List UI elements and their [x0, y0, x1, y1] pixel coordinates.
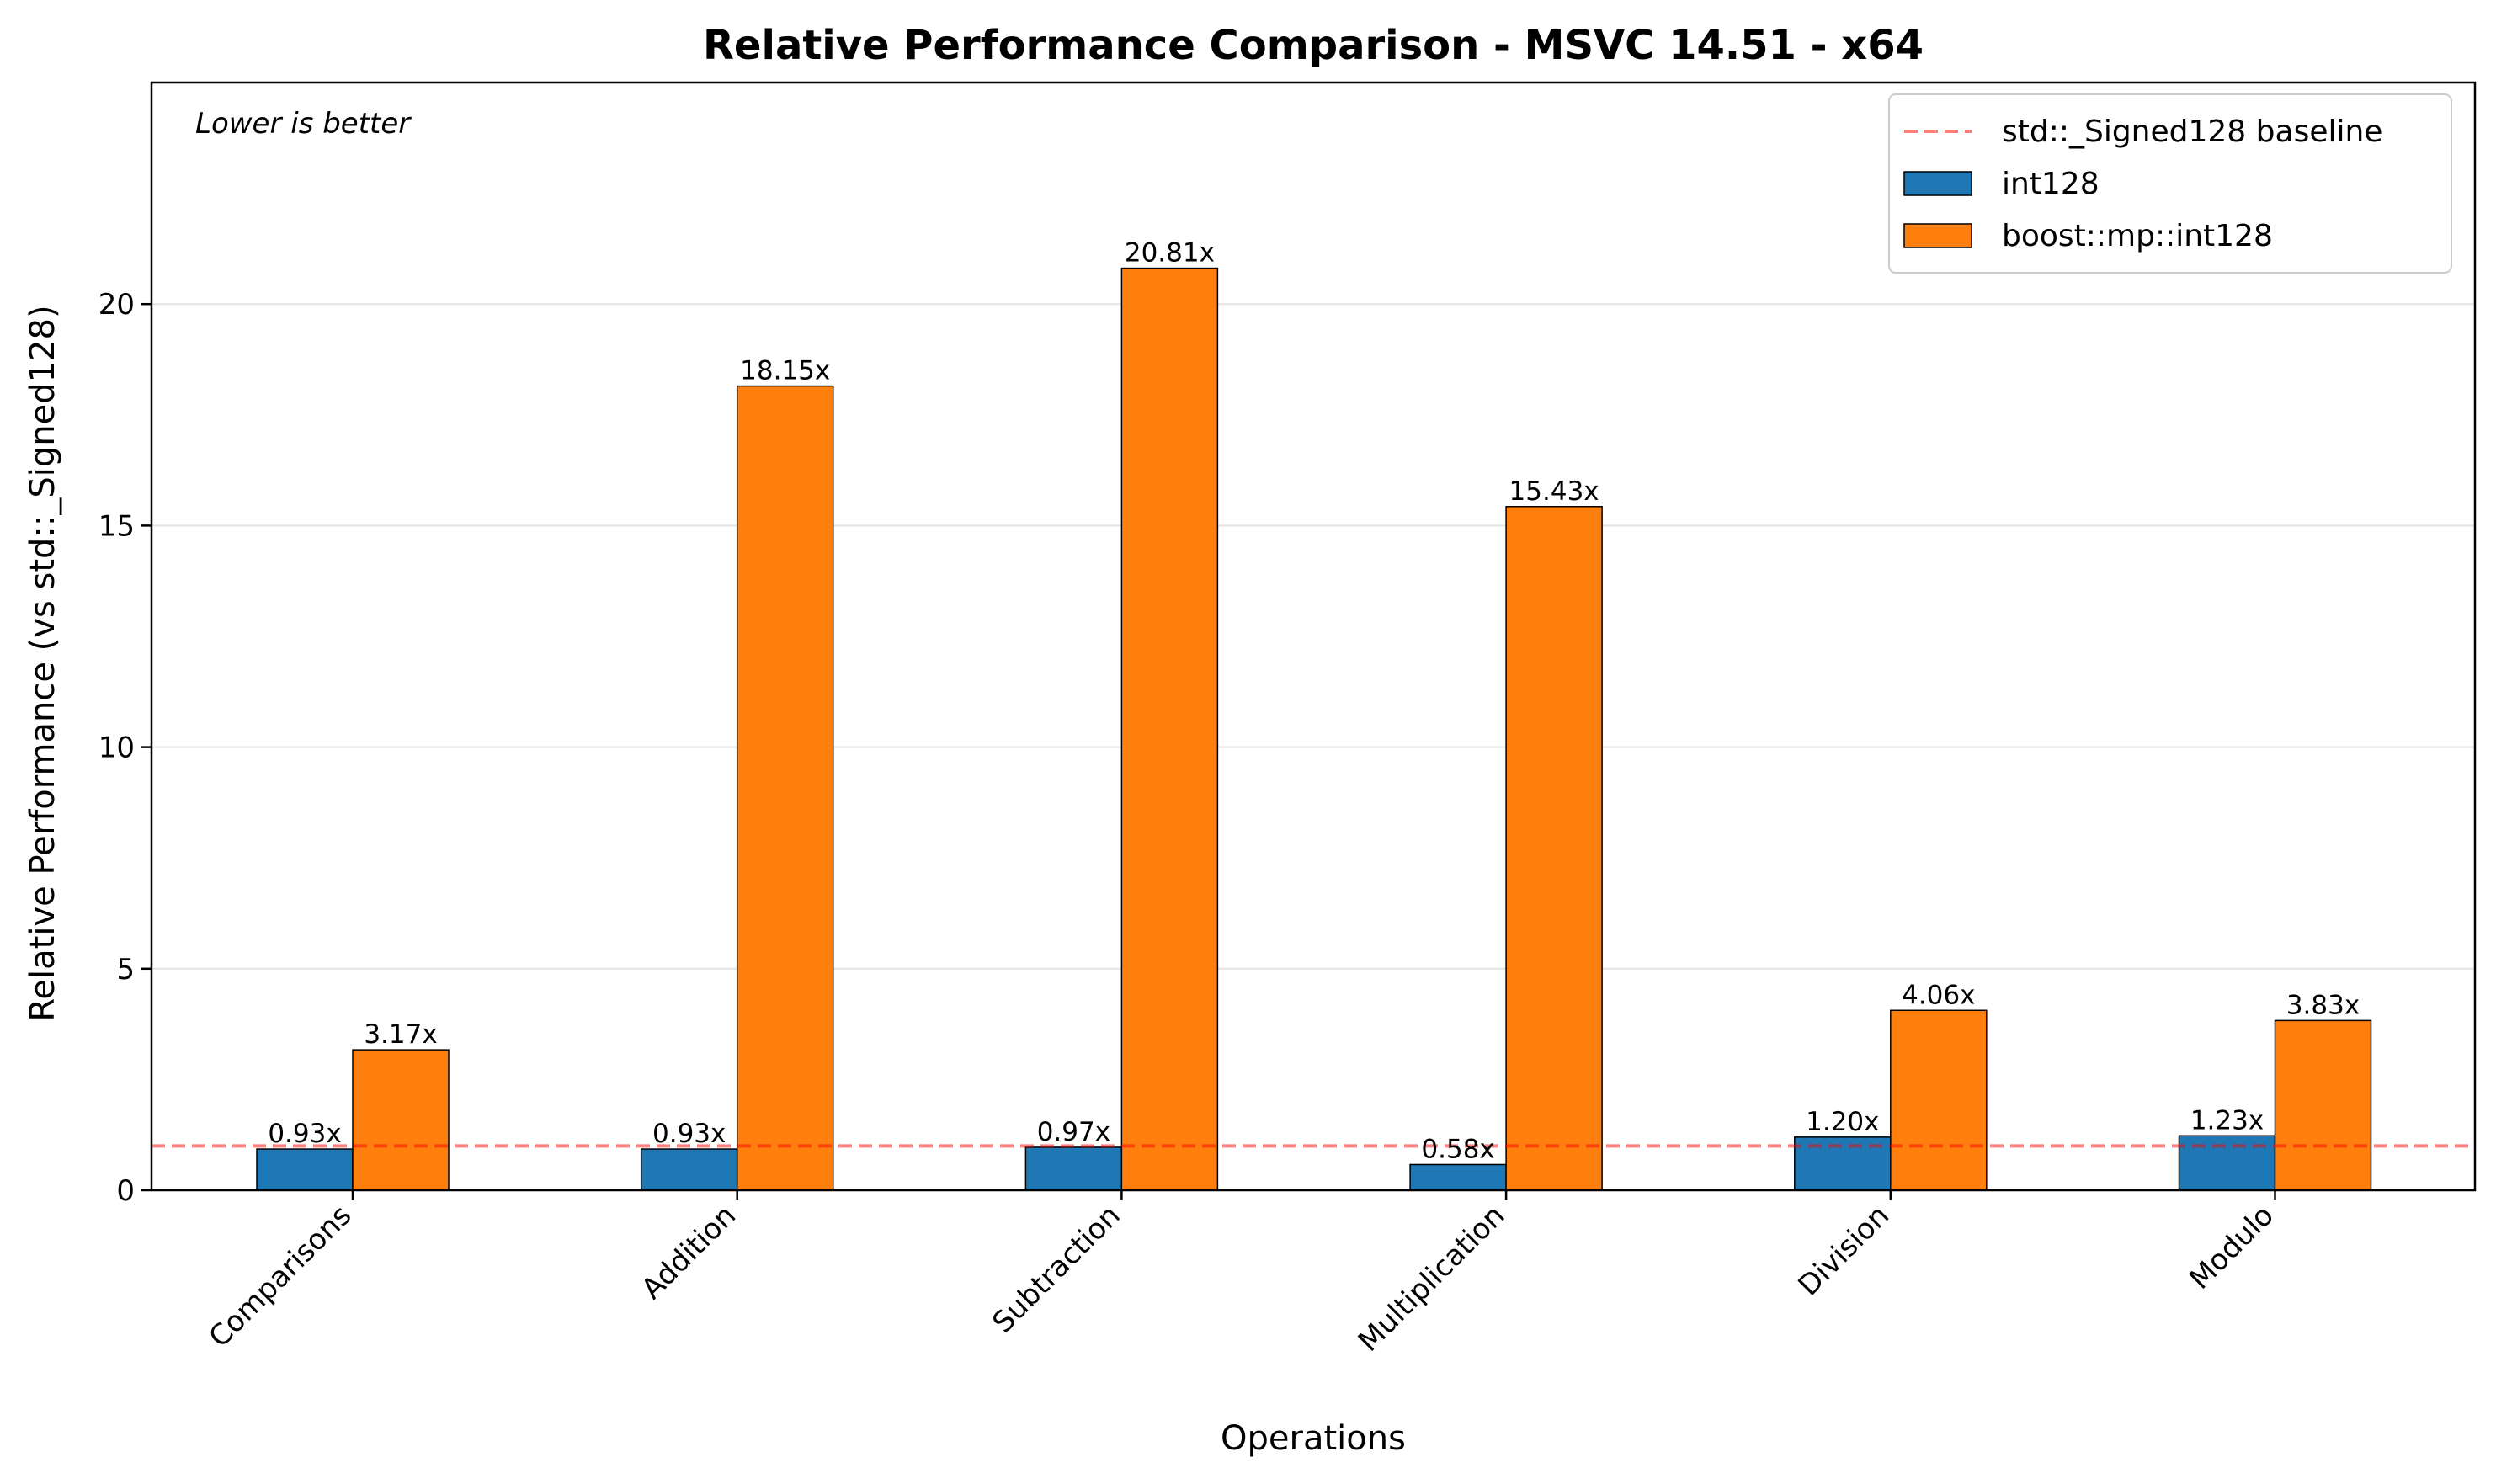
legend-boost-int128-label: boost::mp::int128: [2002, 219, 2273, 253]
legend: std::_Signed128 baseline int128 boost::m…: [1888, 93, 2452, 274]
plot-area-frame: [150, 81, 2477, 1192]
bar-value-label: 0.97x: [1037, 1117, 1110, 1147]
bar-int128: [640, 1148, 738, 1191]
bar-value-label: 18.15x: [740, 356, 830, 386]
bar-value-label: 15.43x: [1509, 476, 1599, 507]
bar-boost-int128: [2274, 1019, 2372, 1191]
bar-value-label: 1.23x: [2190, 1105, 2264, 1136]
bar-boost-int128: [1120, 267, 1219, 1191]
y-tick-label: 20: [98, 288, 135, 322]
chart-title: Relative Performance Comparison - MSVC 1…: [703, 22, 1924, 69]
bar-value-label: 4.06x: [1902, 980, 1975, 1010]
x-tick-label: Multiplication: [1352, 1199, 1512, 1359]
y-axis-label: Relative Performance (vs std::_Signed128…: [24, 305, 62, 1021]
legend-int128-swatch: [1903, 171, 1972, 196]
bars: [256, 267, 2372, 1191]
y-tick-label: 5: [116, 953, 135, 987]
x-axis-label: Operations: [1221, 1419, 1406, 1458]
x-tick-label: Addition: [635, 1199, 742, 1306]
x-axis-ticks: Comparisons Addition Subtraction Multiplica…: [203, 1190, 2280, 1359]
bar-value-label: 0.58x: [1421, 1134, 1494, 1164]
y-axis-ticks: 0 5 10 15 20: [98, 288, 152, 1208]
bar-value-label: 3.17x: [364, 1019, 437, 1050]
bar-int128: [2178, 1135, 2276, 1191]
bar-value-label: 0.93x: [268, 1119, 341, 1149]
bar-boost-int128: [352, 1049, 450, 1191]
bar-value-label: 0.93x: [652, 1119, 726, 1149]
x-tick-label: Comparisons: [203, 1199, 359, 1354]
legend-frame: [1888, 93, 2452, 274]
y-tick-label: 15: [98, 509, 135, 543]
bar-value-label: 1.20x: [1806, 1107, 1879, 1137]
bar-value-label: 20.81x: [1125, 238, 1215, 269]
x-tick-label: Modulo: [2183, 1199, 2280, 1296]
bar-int128: [1409, 1163, 1507, 1191]
bar-boost-int128: [736, 385, 834, 1191]
bar-labels: 0.93x 3.17x 0.93x 18.15x 0.97x 20.81x 0.58x 15.…: [268, 238, 2360, 1165]
y-tick-label: 10: [98, 731, 135, 765]
bar-value-label: 3.83x: [2286, 990, 2360, 1020]
legend-baseline-label: std::_Signed128 baseline: [2002, 114, 2382, 149]
bar-boost-int128: [1890, 1009, 1988, 1191]
bar-int128: [1024, 1146, 1123, 1191]
annotation-lower-is-better: Lower is better: [195, 107, 412, 141]
x-tick-label: Subtraction: [986, 1199, 1126, 1339]
bar-int128: [256, 1148, 354, 1191]
legend-boost-int128-swatch: [1903, 223, 1972, 248]
legend-int128-label: int128: [2002, 167, 2100, 201]
x-tick-label: Division: [1792, 1199, 1897, 1303]
bar-boost-int128: [1505, 506, 1603, 1191]
grid-lines: [152, 303, 2475, 970]
y-tick-label: 0: [116, 1174, 135, 1208]
